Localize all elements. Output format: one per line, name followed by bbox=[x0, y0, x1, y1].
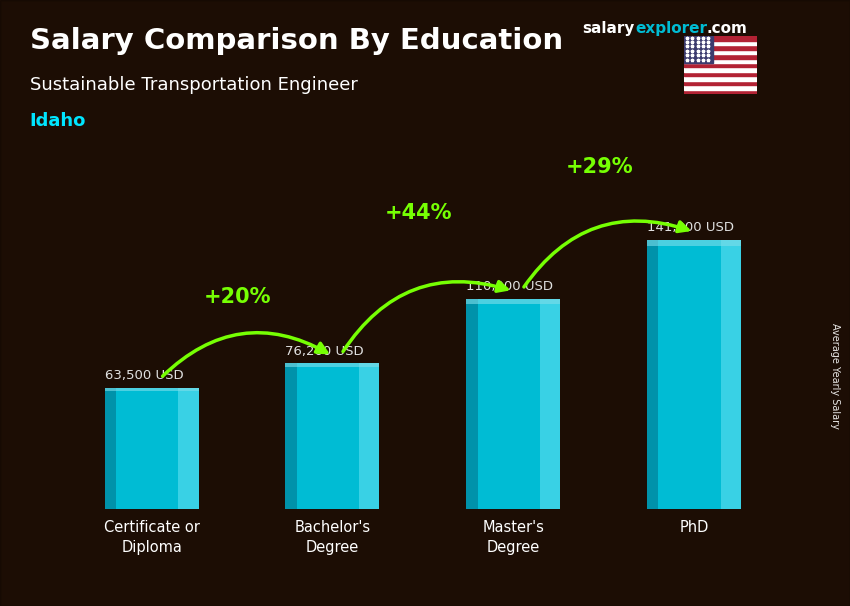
Bar bbox=[684, 85, 756, 90]
Bar bbox=[684, 36, 756, 41]
Bar bbox=[684, 72, 756, 76]
Bar bbox=[647, 239, 659, 509]
Bar bbox=[684, 90, 756, 94]
Bar bbox=[684, 54, 756, 59]
Bar bbox=[721, 239, 741, 509]
Bar bbox=[684, 41, 756, 45]
Text: 63,500 USD: 63,500 USD bbox=[105, 369, 183, 382]
Bar bbox=[178, 388, 199, 509]
Text: Sustainable Transportation Engineer: Sustainable Transportation Engineer bbox=[30, 76, 358, 94]
Text: 141,000 USD: 141,000 USD bbox=[647, 221, 734, 234]
Bar bbox=[684, 59, 756, 63]
Bar bbox=[684, 76, 756, 81]
Text: +44%: +44% bbox=[384, 203, 452, 223]
Text: explorer: explorer bbox=[636, 21, 708, 36]
Bar bbox=[359, 364, 379, 509]
Bar bbox=[684, 67, 756, 72]
Text: 110,000 USD: 110,000 USD bbox=[467, 280, 553, 293]
Text: Idaho: Idaho bbox=[30, 112, 86, 130]
Text: +29%: +29% bbox=[565, 157, 633, 177]
Bar bbox=[105, 388, 199, 509]
Bar bbox=[105, 388, 199, 391]
Bar bbox=[467, 299, 478, 509]
Bar bbox=[286, 364, 297, 509]
Text: +20%: +20% bbox=[204, 287, 271, 307]
Bar bbox=[684, 50, 756, 54]
Text: Salary Comparison By Education: Salary Comparison By Education bbox=[30, 27, 563, 55]
Bar bbox=[647, 239, 741, 509]
Bar bbox=[286, 364, 379, 509]
Bar bbox=[684, 45, 756, 50]
Bar bbox=[105, 388, 116, 509]
Bar bbox=[647, 239, 741, 246]
Bar bbox=[467, 299, 560, 509]
Bar bbox=[684, 63, 756, 67]
Text: .com: .com bbox=[706, 21, 747, 36]
Bar bbox=[286, 364, 379, 367]
Bar bbox=[684, 36, 713, 63]
Text: 76,200 USD: 76,200 USD bbox=[286, 345, 364, 358]
Bar bbox=[467, 299, 560, 304]
Bar bbox=[540, 299, 560, 509]
Text: salary: salary bbox=[582, 21, 635, 36]
Bar bbox=[684, 81, 756, 85]
Text: Average Yearly Salary: Average Yearly Salary bbox=[830, 323, 841, 428]
